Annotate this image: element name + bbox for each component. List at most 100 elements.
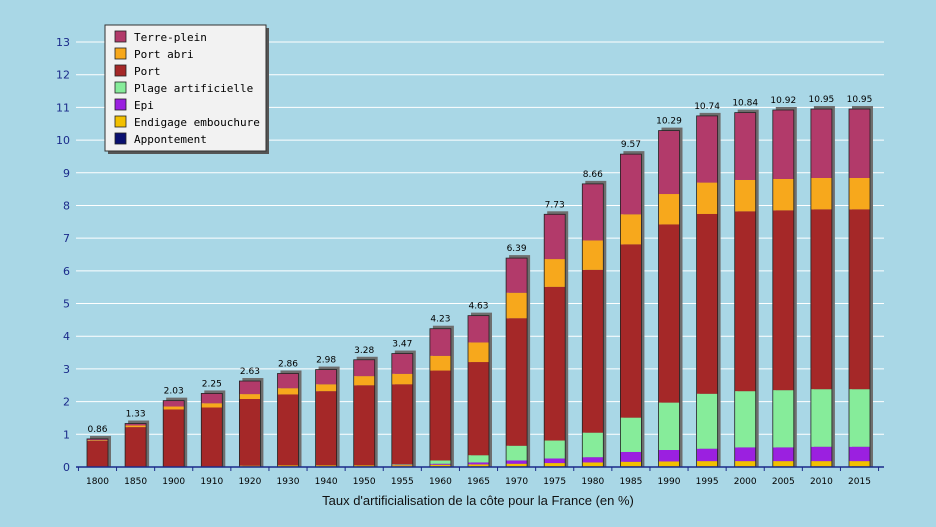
bar-total-label: 2.03 — [164, 387, 184, 397]
legend-swatch — [114, 115, 127, 128]
bar-segment-epi — [391, 464, 413, 466]
legend-label: Epi — [134, 99, 154, 112]
legend-label: Port — [134, 65, 161, 78]
bar-segment-terre-plein — [239, 381, 261, 395]
bar-total-label: 6.39 — [507, 244, 527, 254]
bar-segment-endigage-embouchure — [772, 461, 794, 467]
bar-segment-port-abri — [277, 388, 299, 395]
legend-label: Plage artificielle — [134, 82, 253, 95]
bar-segment-plage-artificielle — [849, 389, 870, 447]
bar-segment-port — [734, 211, 756, 392]
x-tick-label: 1970 — [505, 477, 528, 487]
x-tick-label: 1990 — [658, 477, 681, 487]
y-tick-label: 11 — [56, 101, 70, 114]
legend: Terre-plein Port abri Port Plage artificiel… — [104, 24, 269, 154]
x-tick-label: 2010 — [810, 477, 833, 487]
legend-label: Endigage embouchure — [134, 116, 260, 129]
bar-segment-port — [772, 210, 794, 391]
bar-total-label: 7.73 — [545, 200, 565, 210]
bar-segment-endigage-embouchure — [429, 464, 451, 467]
x-tick-label: 2015 — [848, 477, 871, 487]
bar-segment-plage-artificielle — [468, 455, 489, 463]
x-tick-label: 1960 — [429, 477, 452, 487]
bar-segment-port — [277, 394, 299, 466]
bar-segment-port-abri — [468, 342, 489, 363]
bar-segment-port — [696, 213, 718, 394]
bar-segment-plage-artificielle — [544, 440, 566, 459]
bar-segment-terre-plein — [315, 369, 337, 385]
bar-segment-endigage-embouchure — [353, 465, 375, 467]
x-tick-label: 2000 — [734, 477, 757, 487]
bar-segment-plage-artificielle — [506, 445, 528, 461]
bar-total-label: 2.63 — [240, 367, 260, 377]
bar-total-label: 8.66 — [583, 170, 603, 180]
bar-total-label: 3.28 — [354, 346, 374, 356]
bar-segment-epi — [582, 457, 604, 463]
bar-total-label: 10.84 — [732, 99, 758, 109]
bar-segment-endigage-embouchure — [506, 463, 528, 467]
bar-segment-terre-plein — [772, 110, 794, 179]
legend-label: Appontement — [134, 133, 207, 146]
legend-label: Port abri — [134, 48, 194, 61]
legend-swatch — [114, 98, 127, 111]
bar-segment-epi — [506, 460, 528, 464]
bar-segment-port — [201, 407, 223, 467]
x-tick-label: 1850 — [124, 477, 147, 487]
bar-segment-plage-artificielle — [620, 417, 642, 452]
bar-segment-endigage-embouchure — [582, 462, 604, 467]
bar-segment-port-abri — [87, 440, 108, 441]
bars — [86, 106, 873, 468]
bar-total-label: 1.33 — [126, 410, 146, 420]
bar-total-label: 2.98 — [316, 356, 336, 366]
x-tick-label: 1920 — [238, 477, 261, 487]
x-tick-label: 1800 — [86, 477, 109, 487]
bar-segment-port-abri — [772, 178, 794, 211]
bar-segment-epi — [468, 462, 489, 465]
bar-segment-epi — [429, 463, 451, 465]
bar-segment-port — [849, 209, 870, 390]
bar-total-label: 4.23 — [430, 315, 450, 325]
bar-segment-port-abri — [620, 214, 642, 245]
bar-segment-epi — [772, 447, 794, 462]
bar-segment-port — [506, 318, 528, 446]
bar-segment-terre-plein — [391, 353, 413, 374]
bar-segment-endigage-embouchure — [696, 461, 718, 467]
x-axis — [76, 466, 884, 471]
bar-segment-port-abri — [849, 178, 870, 210]
bar-segment-port — [658, 224, 680, 403]
bar-segment-plage-artificielle — [696, 393, 718, 449]
y-tick-label: 3 — [63, 363, 70, 376]
bar-segment-terre-plein — [849, 109, 870, 178]
y-tick-label: 5 — [63, 298, 70, 311]
x-tick-label: 1940 — [315, 477, 338, 487]
bar-segment-port-abri — [391, 373, 413, 385]
bar-segment-endigage-embouchure — [620, 461, 642, 467]
bar-segment-terre-plein — [163, 400, 185, 407]
bar-segment-port-abri — [201, 403, 223, 408]
bar-segment-terre-plein — [506, 258, 528, 293]
legend-swatch — [114, 81, 127, 94]
bar-segment-endigage-embouchure — [658, 461, 680, 467]
bar-segment-endigage-embouchure — [315, 465, 337, 467]
bar-total-label: 3.47 — [392, 340, 412, 350]
bar-segment-port-abri — [582, 240, 604, 270]
x-tick-label: 1950 — [353, 477, 376, 487]
bar-segment-terre-plein — [277, 373, 299, 389]
bar-segment-port-abri — [544, 259, 566, 287]
bar-segment-terre-plein — [468, 315, 489, 343]
bar-segment-plage-artificielle — [810, 389, 832, 447]
legend-swatch — [114, 132, 127, 145]
y-tick-label: 2 — [63, 396, 70, 409]
y-tick-label: 10 — [56, 134, 70, 147]
bar-segment-port — [582, 269, 604, 433]
y-tick-label: 13 — [56, 36, 70, 49]
bar-segment-port — [353, 385, 375, 466]
bar-segment-epi — [810, 446, 832, 462]
x-tick-label: 1900 — [162, 477, 185, 487]
x-tick-label: 1910 — [200, 477, 223, 487]
bar-segment-port-abri — [163, 406, 185, 410]
bar-total-label: 10.95 — [847, 95, 873, 105]
y-tick-label: 12 — [56, 69, 70, 82]
